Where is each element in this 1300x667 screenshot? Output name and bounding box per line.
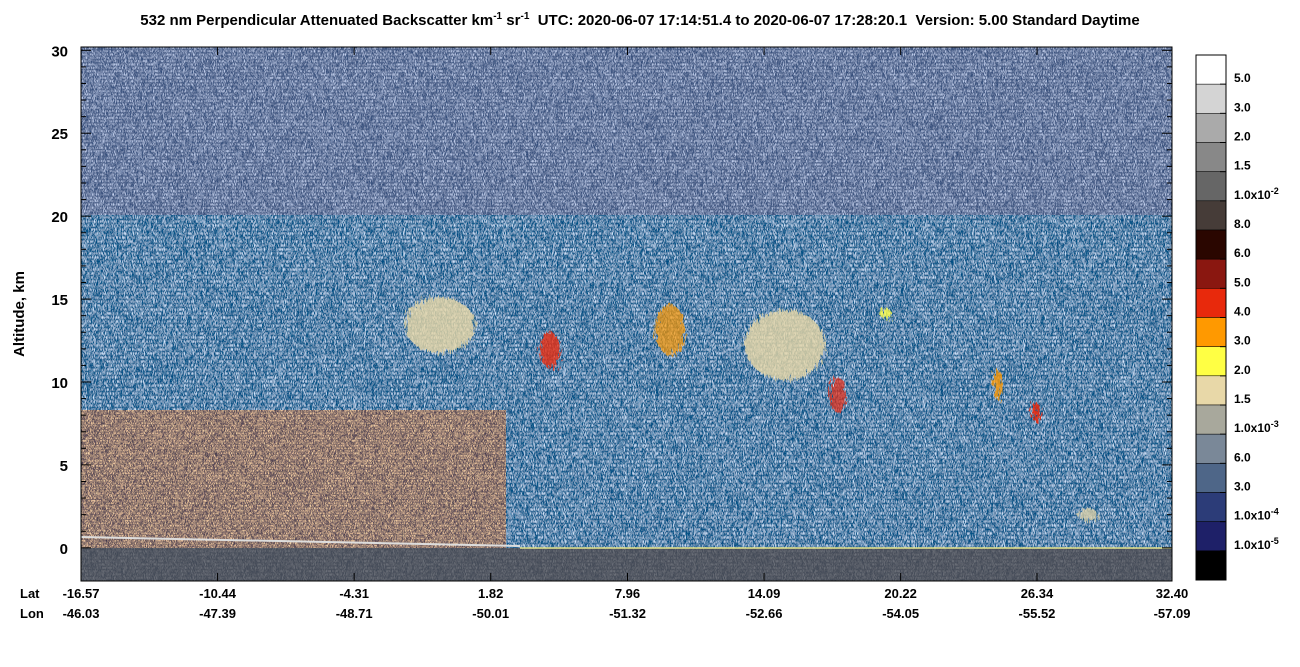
chart-title: 532 nm Perpendicular Attenuated Backscat… — [140, 11, 1139, 29]
colorbar-label: 3.0 — [1234, 334, 1251, 348]
colorbar-swatch — [1195, 83, 1227, 114]
colorbar-label: 5.0 — [1234, 275, 1251, 289]
colorbar-label-exp: -4 — [1271, 507, 1279, 517]
colorbar-label-text: 2.0 — [1234, 130, 1251, 144]
colorbar-label: 2.0 — [1234, 130, 1251, 144]
colorbar-label-text: 1.0x10 — [1234, 188, 1271, 202]
colorbar-swatch — [1195, 550, 1227, 581]
colorbar-swatch — [1195, 288, 1227, 318]
cloud-layer — [405, 297, 1098, 521]
colorbar-swatch — [1195, 346, 1227, 377]
colorbar-label: 8.0 — [1234, 217, 1251, 231]
colorbar-label-text: 8.0 — [1234, 217, 1251, 231]
low-noise — [81, 410, 506, 548]
colorbar-swatch — [1195, 142, 1227, 172]
colorbar-label-text: 5.0 — [1234, 71, 1251, 85]
colorbar-swatch — [1195, 492, 1227, 522]
surface-line — [80, 536, 521, 547]
y-tick-label: 5 — [60, 458, 68, 475]
lon-tick-label: -52.66 — [746, 606, 783, 621]
colorbar-label-text: 6.0 — [1234, 246, 1251, 260]
colorbar-label: 1.5 — [1234, 392, 1251, 406]
colorbar-swatch — [1195, 54, 1227, 85]
x-tick-label: -16.57 — [63, 586, 100, 601]
y-tick-label: 25 — [51, 126, 68, 143]
colorbar-label-text: 1.0x10 — [1234, 538, 1271, 552]
colorbar-label-exp: -3 — [1271, 419, 1279, 429]
x-tick-label: 26.34 — [1021, 586, 1054, 601]
y-tick-label: 30 — [51, 43, 68, 60]
colorbar-label-text: 3.0 — [1234, 334, 1251, 348]
y-tick-label: 10 — [51, 375, 68, 392]
colorbar-swatch — [1195, 433, 1227, 464]
lon-tick-label: -48.71 — [336, 606, 373, 621]
colorbar-swatch — [1195, 463, 1227, 493]
y-axis-label: Altitude, km — [11, 271, 28, 357]
colorbar-swatch — [1195, 171, 1227, 202]
colorbar-label: 1.0x10-5 — [1234, 536, 1279, 552]
lon-tick-label: -54.05 — [882, 606, 919, 621]
colorbar-label-text: 4.0 — [1234, 305, 1251, 319]
x-tick-label: 14.09 — [748, 586, 781, 601]
colorbar-swatch — [1195, 258, 1227, 289]
lon-tick-label: -50.01 — [472, 606, 509, 621]
lon-tick-label: -46.03 — [63, 606, 100, 621]
colorbar-label-text: 3.0 — [1234, 100, 1251, 114]
surface-shade — [81, 548, 1172, 581]
x-tick-label: 7.96 — [615, 586, 640, 601]
lon-tick-label: -47.39 — [199, 606, 236, 621]
colorbar-swatch — [1195, 404, 1227, 435]
colorbar-label-text: 2.0 — [1234, 363, 1251, 377]
x-row-label: Lon — [20, 606, 44, 621]
colorbar-label: 6.0 — [1234, 246, 1251, 260]
colorbar-swatch — [1195, 317, 1227, 347]
lon-tick-label: -57.09 — [1154, 606, 1191, 621]
y-tick-label: 0 — [60, 541, 68, 558]
colorbar-label: 2.0 — [1234, 363, 1251, 377]
colorbar-label: 5.0 — [1234, 71, 1251, 85]
title: 532 nm Perpendicular Attenuated Backscat… — [140, 11, 1139, 29]
plot-frame — [80, 46, 1173, 582]
colorbar-label: 1.5 — [1234, 159, 1251, 173]
x-tick-label: 1.82 — [478, 586, 503, 601]
colorbar-swatch — [1195, 521, 1227, 552]
lon-tick-label: -55.52 — [1019, 606, 1056, 621]
colorbar-swatch — [1195, 229, 1227, 260]
colorbar-label: 3.0 — [1234, 100, 1251, 114]
upper-noise — [81, 47, 1172, 217]
colorbar-label: 3.0 — [1234, 480, 1251, 494]
colorbar-label-exp: -2 — [1271, 186, 1279, 196]
colorbar-label: 4.0 — [1234, 305, 1251, 319]
colorbar-swatch — [1195, 113, 1227, 143]
y-tick-label: 15 — [51, 292, 68, 309]
colorbar-swatch — [1195, 200, 1227, 231]
x-tick-label: 32.40 — [1156, 586, 1189, 601]
x-tick-label: -4.31 — [339, 586, 369, 601]
lon-tick-label: -51.32 — [609, 606, 646, 621]
colorbar-label-exp: -5 — [1271, 536, 1279, 546]
colorbar-label-text: 1.5 — [1234, 159, 1251, 173]
colorbar-swatch — [1195, 375, 1227, 406]
colorbar-label-text: 6.0 — [1234, 450, 1251, 464]
x-tick-label: -10.44 — [199, 586, 237, 601]
colorbar-label: 1.0x10-3 — [1234, 419, 1279, 435]
x-tick-label: 20.22 — [884, 586, 917, 601]
colorbar-label-text: 1.0x10 — [1234, 421, 1271, 435]
colorbar-label-text: 1.5 — [1234, 392, 1251, 406]
colorbar-label-text: 1.0x10 — [1234, 509, 1271, 523]
colorbar-label: 1.0x10-2 — [1234, 186, 1279, 202]
colorbar-label: 6.0 — [1234, 450, 1251, 464]
x-row-label: Lat — [20, 586, 40, 601]
y-tick-label: 20 — [51, 209, 68, 226]
colorbar-label-text: 3.0 — [1234, 480, 1251, 494]
colorbar-label-text: 5.0 — [1234, 275, 1251, 289]
colorbar-label: 1.0x10-4 — [1234, 507, 1279, 523]
backscatter-image — [80, 46, 1173, 582]
